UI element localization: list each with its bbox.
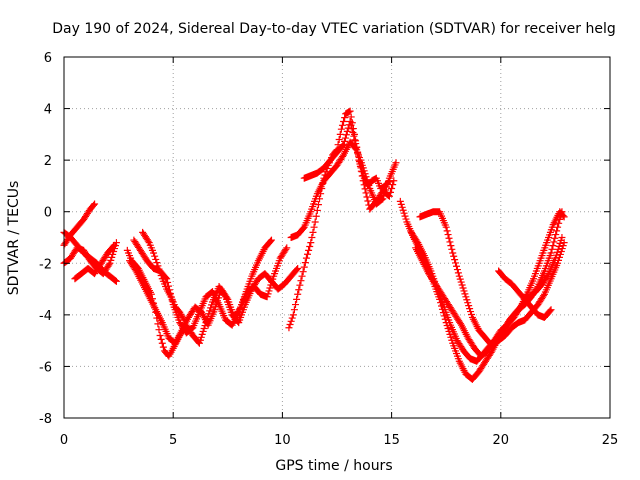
chart-title: Day 190 of 2024, Sidereal Day-to-day VTE… <box>52 21 615 37</box>
x-tick-label: 10 <box>274 433 291 448</box>
y-tick-label: -4 <box>39 309 52 324</box>
data-series-trace-k <box>300 117 398 213</box>
data-series-trace-n <box>412 208 568 360</box>
y-tick-label: 6 <box>44 51 52 66</box>
y-tick-label: -6 <box>39 360 52 375</box>
grid-lines <box>64 57 610 418</box>
y-tick-label: 0 <box>44 206 52 221</box>
x-tick-label: 0 <box>60 433 68 448</box>
y-tick-label: 2 <box>44 154 52 169</box>
y-axis-label: SDTVAR / TECUs <box>6 181 22 296</box>
data-series-trace-p <box>495 267 555 321</box>
data-series-trace-h <box>139 228 188 324</box>
x-tick-label: 15 <box>383 433 400 448</box>
x-tick-label: 25 <box>602 433 619 448</box>
tick-labels: 0 5 10 15 20 25 -8 -6 -4 -2 0 2 4 6 <box>39 51 618 448</box>
data-series-trace-d <box>71 241 118 283</box>
axis-ticks <box>63 56 611 419</box>
x-axis-label: GPS time / hours <box>275 458 392 474</box>
y-tick-label: -8 <box>39 412 52 427</box>
data-points <box>60 107 568 383</box>
x-tick-label: 5 <box>169 433 177 448</box>
x-tick-label: 20 <box>493 433 510 448</box>
y-tick-label: 4 <box>44 103 52 118</box>
plot-frame <box>63 56 611 419</box>
y-tick-label: -2 <box>39 257 52 272</box>
